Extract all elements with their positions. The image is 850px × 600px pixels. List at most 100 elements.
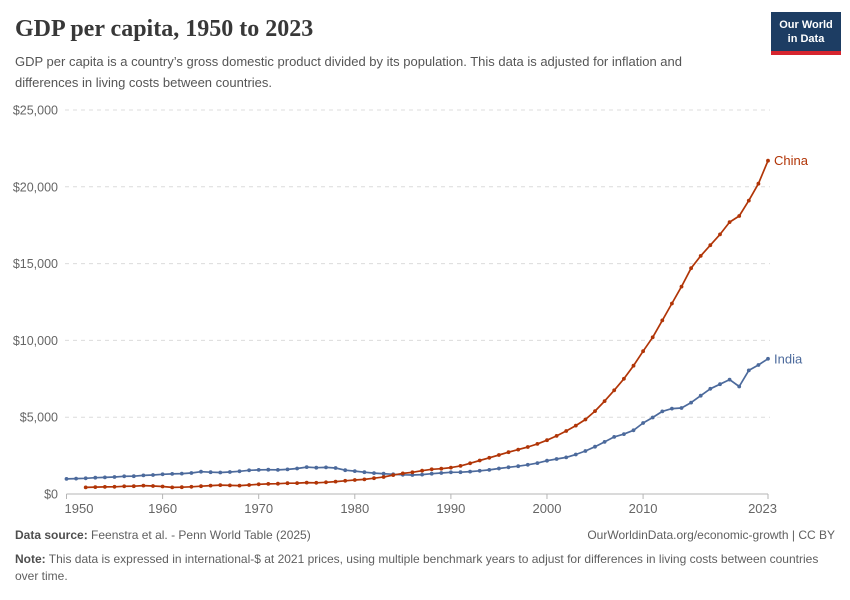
data-point-china[interactable]: [737, 214, 742, 218]
data-point-india[interactable]: [266, 467, 271, 472]
data-point-india[interactable]: [228, 470, 232, 474]
data-point-india[interactable]: [487, 468, 492, 472]
data-point-china[interactable]: [237, 483, 242, 488]
data-point-china[interactable]: [256, 482, 261, 487]
owid-logo[interactable]: Our World in Data: [771, 12, 841, 55]
data-point-india[interactable]: [74, 476, 78, 481]
data-point-china[interactable]: [352, 478, 357, 482]
data-point-india[interactable]: [333, 466, 338, 470]
data-point-india[interactable]: [602, 440, 607, 444]
data-point-china[interactable]: [535, 442, 540, 446]
data-point-china[interactable]: [554, 434, 559, 438]
data-point-china[interactable]: [679, 284, 684, 289]
data-point-india[interactable]: [179, 471, 184, 476]
data-point-china[interactable]: [564, 429, 569, 433]
data-point-china[interactable]: [631, 363, 636, 368]
data-point-india[interactable]: [304, 465, 309, 469]
attribution-link[interactable]: OurWorldinData.org/economic-growth | CC …: [587, 528, 835, 542]
data-point-china[interactable]: [660, 318, 665, 323]
data-point-china[interactable]: [372, 476, 376, 481]
data-point-china[interactable]: [122, 484, 127, 489]
data-point-china[interactable]: [468, 461, 472, 466]
series-line-china[interactable]: [84, 159, 769, 489]
data-point-india[interactable]: [766, 356, 770, 361]
data-point-china[interactable]: [93, 485, 98, 489]
data-point-china[interactable]: [343, 478, 348, 483]
data-point-india[interactable]: [372, 471, 376, 475]
data-point-china[interactable]: [266, 482, 271, 486]
series-line-india[interactable]: [65, 357, 769, 480]
data-point-china[interactable]: [449, 465, 453, 470]
data-point-china[interactable]: [670, 301, 674, 306]
data-point-india[interactable]: [314, 465, 319, 470]
data-point-china[interactable]: [573, 423, 578, 428]
data-point-china[interactable]: [151, 484, 155, 488]
data-point-india[interactable]: [670, 406, 674, 411]
data-point-india[interactable]: [420, 472, 424, 477]
data-point-china[interactable]: [746, 198, 751, 203]
data-point-china[interactable]: [545, 438, 549, 443]
data-point-india[interactable]: [352, 469, 357, 473]
data-point-india[interactable]: [573, 452, 578, 457]
data-point-india[interactable]: [458, 470, 463, 475]
data-point-china[interactable]: [314, 480, 319, 485]
data-point-india[interactable]: [535, 461, 540, 465]
data-point-china[interactable]: [228, 483, 232, 488]
data-point-china[interactable]: [247, 483, 252, 487]
data-point-china[interactable]: [112, 484, 117, 489]
data-point-china[interactable]: [583, 417, 588, 422]
data-point-china[interactable]: [391, 473, 396, 477]
data-point-india[interactable]: [93, 475, 98, 480]
data-point-india[interactable]: [612, 435, 617, 439]
data-point-india[interactable]: [516, 464, 521, 469]
data-point-india[interactable]: [679, 406, 684, 410]
data-point-china[interactable]: [756, 181, 761, 186]
data-point-india[interactable]: [718, 382, 722, 387]
data-point-india[interactable]: [247, 468, 252, 473]
data-point-india[interactable]: [189, 471, 194, 475]
data-point-china[interactable]: [420, 468, 424, 473]
data-point-china[interactable]: [727, 220, 732, 225]
data-point-india[interactable]: [343, 468, 348, 473]
data-point-china[interactable]: [477, 458, 482, 463]
data-point-india[interactable]: [631, 428, 636, 433]
data-point-india[interactable]: [698, 393, 703, 398]
data-point-india[interactable]: [689, 400, 693, 405]
data-point-india[interactable]: [64, 477, 69, 481]
data-point-china[interactable]: [199, 484, 203, 489]
data-point-india[interactable]: [131, 474, 136, 479]
data-point-india[interactable]: [112, 475, 117, 479]
data-point-india[interactable]: [429, 471, 434, 476]
data-point-china[interactable]: [516, 447, 521, 452]
data-point-china[interactable]: [295, 481, 299, 485]
data-point-india[interactable]: [660, 409, 665, 414]
data-point-china[interactable]: [83, 485, 88, 490]
data-point-china[interactable]: [708, 243, 713, 248]
data-point-india[interactable]: [208, 470, 213, 475]
data-point-china[interactable]: [381, 475, 386, 479]
data-point-india[interactable]: [525, 462, 530, 467]
data-point-china[interactable]: [641, 349, 645, 354]
data-point-india[interactable]: [506, 465, 511, 470]
data-point-china[interactable]: [698, 254, 703, 258]
data-point-india[interactable]: [746, 368, 751, 373]
data-point-china[interactable]: [276, 481, 280, 486]
data-point-india[interactable]: [285, 467, 290, 472]
data-point-china[interactable]: [497, 453, 501, 457]
data-point-india[interactable]: [237, 469, 242, 474]
data-point-india[interactable]: [545, 458, 549, 463]
data-point-china[interactable]: [766, 158, 770, 163]
data-point-china[interactable]: [324, 480, 328, 485]
data-point-china[interactable]: [525, 445, 530, 449]
data-point-india[interactable]: [276, 468, 280, 472]
data-point-china[interactable]: [141, 483, 146, 488]
data-point-india[interactable]: [362, 470, 367, 475]
data-point-india[interactable]: [583, 449, 588, 453]
data-point-india[interactable]: [324, 465, 328, 470]
data-point-india[interactable]: [756, 363, 761, 367]
data-point-india[interactable]: [554, 457, 559, 461]
data-point-india[interactable]: [497, 466, 501, 471]
data-point-india[interactable]: [439, 471, 444, 475]
data-point-china[interactable]: [160, 484, 165, 489]
data-point-china[interactable]: [458, 464, 463, 468]
